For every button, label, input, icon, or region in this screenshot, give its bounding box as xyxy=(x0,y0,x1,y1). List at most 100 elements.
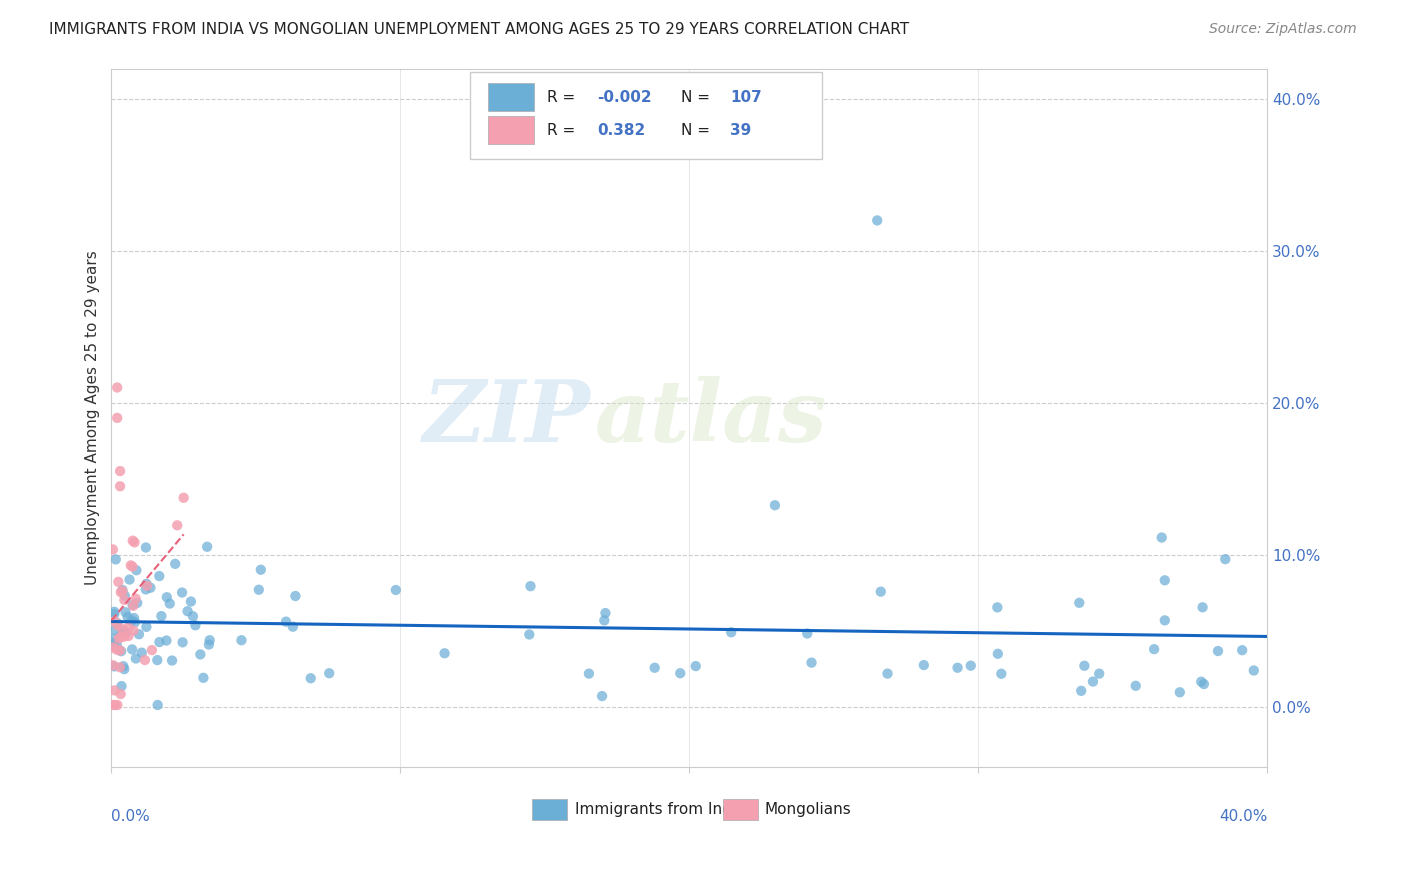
Point xyxy=(198,638,221,652)
Point xyxy=(685,659,707,673)
Point xyxy=(122,599,145,613)
Point xyxy=(131,646,153,660)
Point xyxy=(103,632,125,646)
Text: Mongolians: Mongolians xyxy=(765,803,851,817)
Point xyxy=(111,623,134,637)
Text: Source: ZipAtlas.com: Source: ZipAtlas.com xyxy=(1209,22,1357,37)
Point xyxy=(107,618,129,632)
FancyBboxPatch shape xyxy=(723,799,758,821)
Point xyxy=(110,630,132,644)
Point xyxy=(188,648,211,662)
Point xyxy=(108,479,131,493)
Point xyxy=(180,594,202,608)
Point xyxy=(148,569,170,583)
Point xyxy=(299,671,322,685)
Point xyxy=(103,605,125,619)
Point xyxy=(247,582,270,597)
Point xyxy=(110,687,132,701)
Point xyxy=(121,533,143,548)
Point xyxy=(135,577,157,591)
Point xyxy=(1073,658,1095,673)
Point xyxy=(112,592,135,607)
Point xyxy=(110,644,132,658)
Point xyxy=(103,636,125,650)
Point xyxy=(281,620,304,634)
Point xyxy=(114,605,136,619)
Point xyxy=(195,540,218,554)
Point xyxy=(1168,685,1191,699)
Point xyxy=(139,581,162,595)
Point xyxy=(170,585,193,599)
Point xyxy=(108,660,131,674)
Point xyxy=(121,614,143,628)
Point xyxy=(595,606,617,620)
Point xyxy=(125,651,148,665)
Text: R =: R = xyxy=(547,122,575,137)
FancyBboxPatch shape xyxy=(470,72,823,160)
Point xyxy=(990,666,1012,681)
Text: -0.002: -0.002 xyxy=(598,90,651,104)
Point xyxy=(1153,574,1175,588)
Text: R =: R = xyxy=(547,90,575,104)
Point xyxy=(110,679,132,693)
Point xyxy=(1153,613,1175,627)
Point xyxy=(176,604,198,618)
Point xyxy=(134,653,156,667)
Point xyxy=(103,623,125,637)
Point xyxy=(135,620,157,634)
Point xyxy=(112,630,135,644)
Point xyxy=(165,557,187,571)
Point xyxy=(104,552,127,566)
Point xyxy=(166,518,188,533)
Point xyxy=(578,666,600,681)
Point xyxy=(1192,677,1215,691)
Point xyxy=(869,584,891,599)
Point xyxy=(249,563,271,577)
Point xyxy=(108,643,131,657)
Point xyxy=(591,689,613,703)
Point xyxy=(1243,664,1265,678)
Point xyxy=(1230,643,1253,657)
Point xyxy=(159,597,181,611)
Point xyxy=(103,659,125,673)
Point xyxy=(946,661,969,675)
Point xyxy=(103,607,125,621)
Point xyxy=(111,582,134,597)
Point xyxy=(104,615,127,629)
Point xyxy=(101,542,124,557)
Point xyxy=(105,642,128,657)
Text: atlas: atlas xyxy=(595,376,827,459)
Point xyxy=(912,658,935,673)
Point xyxy=(433,646,456,660)
Point xyxy=(1213,552,1236,566)
Point xyxy=(111,584,134,599)
Point xyxy=(110,585,132,599)
Point xyxy=(124,615,146,630)
Point xyxy=(796,626,818,640)
Point xyxy=(122,624,145,638)
Point xyxy=(118,573,141,587)
Point xyxy=(127,596,149,610)
Point xyxy=(121,598,143,612)
Point xyxy=(105,615,128,630)
Point xyxy=(117,610,139,624)
Point xyxy=(274,615,297,629)
Text: N =: N = xyxy=(682,90,710,104)
Point xyxy=(593,614,616,628)
Text: N =: N = xyxy=(682,122,710,137)
Point xyxy=(193,671,215,685)
Point xyxy=(114,589,136,603)
FancyBboxPatch shape xyxy=(531,799,567,821)
Text: IMMIGRANTS FROM INDIA VS MONGOLIAN UNEMPLOYMENT AMONG AGES 25 TO 29 YEARS CORREL: IMMIGRANTS FROM INDIA VS MONGOLIAN UNEMP… xyxy=(49,22,910,37)
Point xyxy=(105,638,128,652)
Point xyxy=(148,635,170,649)
Point xyxy=(669,666,692,681)
Point xyxy=(231,633,253,648)
FancyBboxPatch shape xyxy=(488,83,534,112)
Text: Immigrants from India: Immigrants from India xyxy=(575,803,745,817)
Point xyxy=(160,654,183,668)
Point xyxy=(1069,596,1091,610)
Point xyxy=(385,582,408,597)
Point xyxy=(318,666,340,681)
Point xyxy=(101,698,124,712)
